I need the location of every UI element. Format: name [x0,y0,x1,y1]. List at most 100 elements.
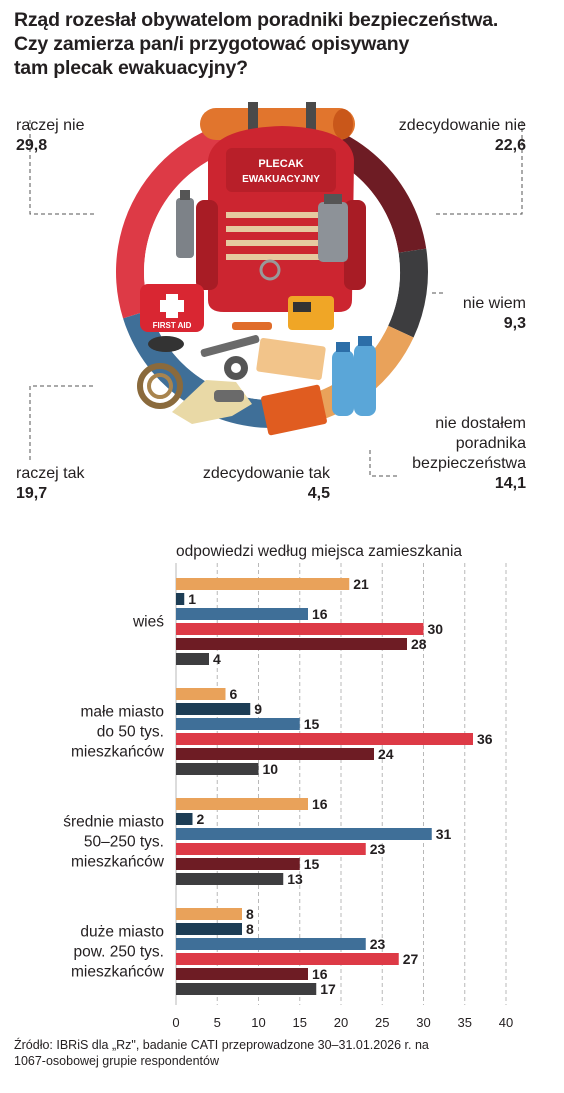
category-label: małe miasto [80,704,164,721]
x-tick-label: 10 [251,1015,265,1030]
bar [176,608,308,620]
bar-value-label: 23 [370,841,386,857]
source-line-1: Źródło: IBRiS dla „Rz", badanie CATI prz… [14,1038,429,1052]
bar-value-label: 1 [188,591,196,607]
bar-value-label: 36 [477,731,493,747]
bar [176,843,366,855]
x-tick-label: 5 [214,1015,221,1030]
bar-value-label: 10 [263,761,279,777]
label-nie-wiem: nie wiem 9,3 [406,294,526,334]
bar [176,968,308,980]
label-raczej-tak-text: raczej tak [16,465,85,482]
bar [176,763,259,775]
bar [176,688,226,700]
x-tick-label: 20 [334,1015,348,1030]
label-nie-wiem-text: nie wiem [462,295,526,312]
category-label: wieś [132,614,164,631]
bar-chart-panel: odpowiedzi według miejsca zamieszkania 0… [0,535,564,1035]
bar-value-label: 8 [246,906,254,922]
label-nie-dostalem-text: nie dostałem poradnika bezpieczeństwa [412,415,526,472]
label-raczej-tak-value: 19,7 [16,485,48,502]
bar [176,703,251,715]
bar-value-label: 8 [246,921,254,937]
bar-value-label: 16 [312,966,328,982]
bar-value-label: 13 [287,871,303,887]
label-zdecydowanie-tak-value: 4,5 [307,485,330,502]
bar [176,983,317,995]
x-tick-label: 30 [416,1015,430,1030]
bar [176,623,424,635]
bar-value-label: 16 [312,796,328,812]
category-label: średnie miasto [63,814,164,831]
bar-value-label: 4 [213,651,221,667]
source-note: Źródło: IBRiS dla „Rz", badanie CATI prz… [14,1037,534,1069]
bar-chart: 0 5 10 15 20 25 30 35 402111630284wieś6915362410… [63,563,513,1030]
bar [176,733,473,745]
category-label: duże miasto [80,924,164,941]
bar-value-label: 21 [353,576,369,592]
x-tick-label: 0 [172,1015,179,1030]
x-tick-label: 35 [458,1015,472,1030]
bar [176,908,242,920]
label-raczej-nie-text: raczej nie [16,117,85,134]
bar [176,578,350,590]
label-nie-dostalem: nie dostałem poradnika bezpieczeństwa 14… [376,414,526,494]
donut-slice-1 [388,248,429,338]
bar-value-label: 15 [304,856,320,872]
bar-value-label: 9 [254,701,262,717]
label-nie-dostalem-value: 14,1 [494,475,526,492]
bar-value-label: 16 [312,606,328,622]
category-label: 50–250 tys. [84,834,164,851]
bar [176,923,242,935]
bar-value-label: 28 [411,636,427,652]
label-raczej-nie-value: 29,8 [16,137,48,154]
x-tick-label: 15 [293,1015,307,1030]
label-zdecydowanie-nie-text: zdecydowanie nie [398,117,526,134]
category-label: pow. 250 tys. [74,944,164,961]
category-label: mieszkańców [71,854,165,871]
label-zdecydowanie-nie: zdecydowanie nie 22,6 [376,116,526,156]
patch-label-line-1: PLECAK [258,158,303,170]
bar-chart-subtitle: odpowiedzi według miejsca zamieszkania [176,543,463,560]
chart-title: Rząd rozesłał obywatelom poradniki bezpi… [14,8,544,80]
title-line-3: tam plecak ewakuacyjny? [14,57,248,79]
label-zdecydowanie-tak: zdecydowanie tak 4,5 [190,464,330,504]
bar [176,653,209,665]
bar [176,798,308,810]
bar [176,938,366,950]
bar [176,718,300,730]
bar-value-label: 17 [320,981,336,997]
label-zdecydowanie-tak-text: zdecydowanie tak [202,465,330,482]
donut-chart-panel: PLECAK EWAKUACYJNY FIRST AID [0,90,564,510]
bar [176,828,432,840]
x-tick-label: 25 [375,1015,389,1030]
bar-value-label: 24 [378,746,394,762]
backpack-illustration: PLECAK EWAKUACYJNY FIRST AID [137,102,376,436]
bar [176,873,284,885]
category-label: mieszkańców [71,744,165,761]
source-line-2: 1067-osobowej grupie respondentów [14,1054,220,1068]
bar [176,638,407,650]
label-zdecydowanie-nie-value: 22,6 [494,137,526,154]
bar-value-label: 27 [403,951,419,967]
bar-value-label: 2 [197,811,205,827]
bar [176,953,399,965]
bar-value-label: 6 [230,686,238,702]
bar-value-label: 31 [436,826,452,842]
label-nie-wiem-value: 9,3 [503,315,526,332]
category-label: do 50 tys. [97,724,164,741]
label-raczej-nie: raczej nie 29,8 [16,116,84,156]
bar-value-label: 23 [370,936,386,952]
bar-value-label: 30 [428,621,444,637]
x-tick-label: 40 [499,1015,513,1030]
bar [176,858,300,870]
bar [176,748,374,760]
category-label: mieszkańców [71,964,165,981]
first-aid-label: FIRST AID [153,321,192,330]
bar-value-label: 15 [304,716,320,732]
donut-chart: PLECAK EWAKUACYJNY FIRST AID [29,102,523,477]
bar [176,593,185,605]
title-line-1: Rząd rozesłał obywatelom poradniki bezpi… [14,9,499,31]
label-raczej-tak: raczej tak 19,7 [16,464,84,504]
title-line-2: Czy zamierza pan/i przygotować opisywany [14,33,410,55]
